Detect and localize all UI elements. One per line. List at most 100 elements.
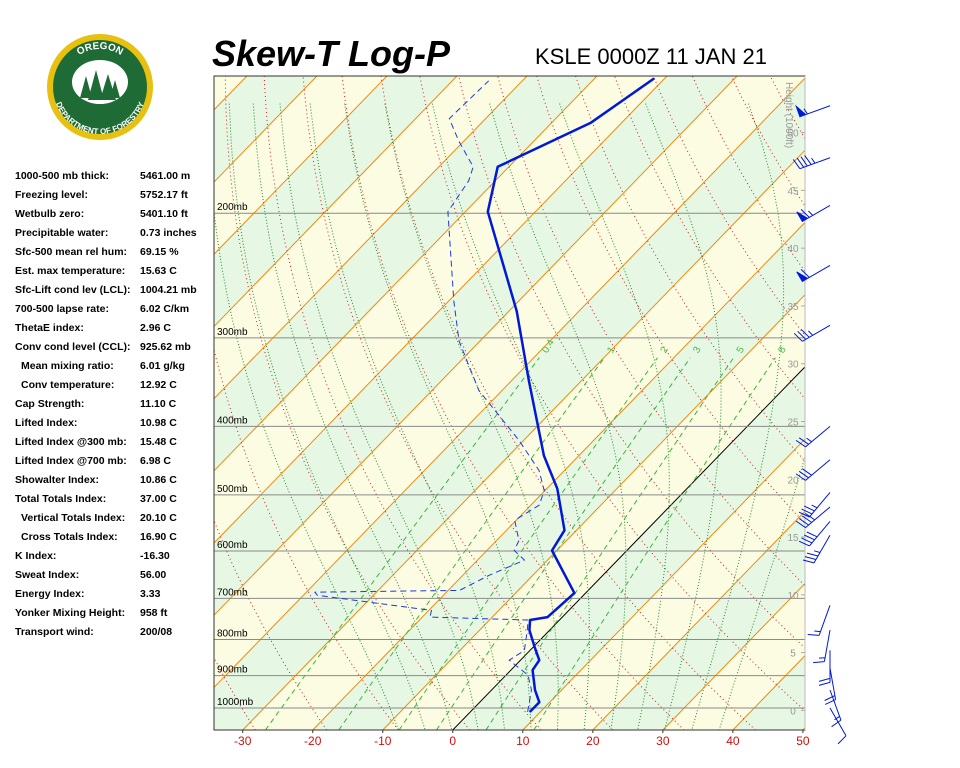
stat-value: 925.62 mb: [140, 341, 191, 353]
isotherm: [592, 510, 805, 730]
x-tick-label: -30: [234, 734, 252, 748]
dry-adiabat: [263, 76, 542, 730]
stat-value: 5401.10 ft: [140, 208, 188, 220]
stat-label: Precipitable water:: [15, 227, 108, 239]
stat-label: Sweat Index:: [15, 569, 79, 581]
wind-barb: [802, 534, 831, 564]
moist-adiabat: [489, 103, 627, 730]
isotherm: [214, 76, 668, 544]
moist-adiabat: [344, 103, 532, 730]
stat-label: Yonker Mixing Height:: [15, 607, 125, 619]
logo-top: OREGON: [75, 41, 125, 58]
isotherm: [452, 366, 805, 730]
stat-value: 11.10 C: [140, 398, 177, 410]
wind-barb: [829, 707, 847, 745]
stat-label: Vertical Totals Index:: [21, 512, 125, 524]
stat-value: -16.30: [140, 550, 170, 562]
stat-label: Lifted Index @300 mb:: [15, 436, 127, 448]
stat-label: Sfc-Lift cond lev (LCL):: [15, 284, 131, 296]
wind-barb: [798, 492, 831, 518]
wind-barb: [798, 521, 831, 547]
stat-value: 6.01 g/kg: [140, 360, 185, 372]
mixing-ratio-label: 2: [659, 345, 672, 356]
mixing-ratio-label: 3: [691, 345, 704, 356]
mixing-ratio-label: 8: [776, 345, 789, 356]
stat-label: 1000-500 mb thick:: [15, 170, 109, 182]
stats-panel: 1000-500 mb thick: 5461.00 m Freezing leve…: [15, 170, 197, 638]
isotherm: [242, 149, 805, 730]
mixing-ratio-line: [533, 357, 776, 730]
moist-adiabat: [252, 103, 453, 730]
isotherm: [214, 76, 388, 255]
dry-adiabat: [809, 76, 960, 730]
dry-adiabat: [848, 76, 960, 730]
stat-value: 0.73 inches: [140, 227, 197, 239]
stat-label: 700-500 lapse rate:: [15, 303, 109, 315]
y-tick-label: 600mb: [217, 540, 248, 551]
wind-barb: [796, 204, 831, 223]
stat-label: Est. max temperature:: [15, 265, 125, 277]
temp-band: [873, 76, 960, 730]
stat-value: 6.02 C/km: [140, 303, 189, 315]
stat-label: Conv cond level (CCL):: [15, 341, 131, 353]
x-tick-label: 20: [586, 734, 600, 748]
plot-area: 0.4 1 2 3 5 8: [214, 76, 960, 730]
y-tick-label: 500mb: [217, 484, 248, 495]
y2-tick-label: 40: [787, 244, 799, 255]
wind-barb: [818, 650, 831, 686]
moist-adiabat: [718, 455, 805, 730]
x-tick-label: -10: [374, 734, 392, 748]
isotherm: [214, 76, 598, 472]
dry-adiabat: [536, 76, 805, 525]
stat-value: 5461.00 m: [140, 170, 190, 182]
stat-value: 1004.21 mb: [140, 284, 197, 296]
wind-barb: [792, 155, 831, 170]
y2-tick-label: 45: [787, 186, 799, 197]
isotherm: [312, 221, 805, 730]
moist-adiabat: [431, 103, 590, 730]
plot-overlay: 1000mb 900mb 800mb 700mb 600mb 500mb 400mb 300m…: [213, 75, 810, 748]
chart-title: Skew-T Log-P: [212, 33, 451, 74]
stat-value: 16.90 C: [140, 531, 177, 543]
stat-label: Wetbulb zero:: [15, 208, 84, 220]
stat-label: K Index:: [15, 550, 56, 562]
stat-value: 6.98 C: [140, 455, 171, 467]
y-tick-label: 900mb: [217, 665, 248, 676]
y-tick-label: 700mb: [217, 587, 248, 598]
stat-label: Total Totals Index:: [15, 493, 106, 505]
dry-adiabat: [341, 76, 685, 730]
y2-tick-label: 0: [790, 706, 796, 717]
height-axis-label: Height (1000ft): [783, 82, 794, 148]
y2-tick-label: 15: [787, 533, 799, 544]
moist-adiabat: [309, 103, 506, 730]
dewpoint-line: [314, 80, 545, 713]
moist-adiabat: [228, 103, 426, 730]
stat-label: ThetaE index:: [15, 322, 84, 334]
wind-barb: [813, 629, 831, 664]
stat-value: 10.98 C: [140, 417, 177, 429]
x-tick-label: 0: [449, 734, 456, 748]
stat-label: Mean mixing ratio:: [21, 360, 114, 372]
wind-barb: [829, 689, 842, 728]
x-tick-label: 40: [726, 734, 740, 748]
wind-barb: [795, 425, 831, 448]
y2-tick-label: 30: [787, 360, 799, 371]
stat-value: 12.92 C: [140, 379, 177, 391]
wind-barb: [795, 459, 831, 481]
y-tick-label: 1000mb: [217, 697, 254, 708]
isotherm: [214, 76, 738, 616]
y2-tick-label: 20: [787, 475, 799, 486]
stat-label: Showalter Index:: [15, 474, 99, 486]
stat-label: Energy Index:: [15, 588, 84, 600]
logo-top-text: OREGON: [75, 41, 125, 58]
stat-label: Freezing level:: [15, 189, 88, 201]
y2-tick-label: 10: [787, 591, 799, 602]
isotherm: [873, 76, 960, 730]
temperature-line: [486, 77, 655, 713]
isotherm: [214, 76, 458, 328]
temp-band: [214, 78, 805, 730]
isotherm: [662, 582, 805, 730]
stat-value: 200/08: [140, 626, 172, 638]
logo-trees: [80, 70, 120, 100]
